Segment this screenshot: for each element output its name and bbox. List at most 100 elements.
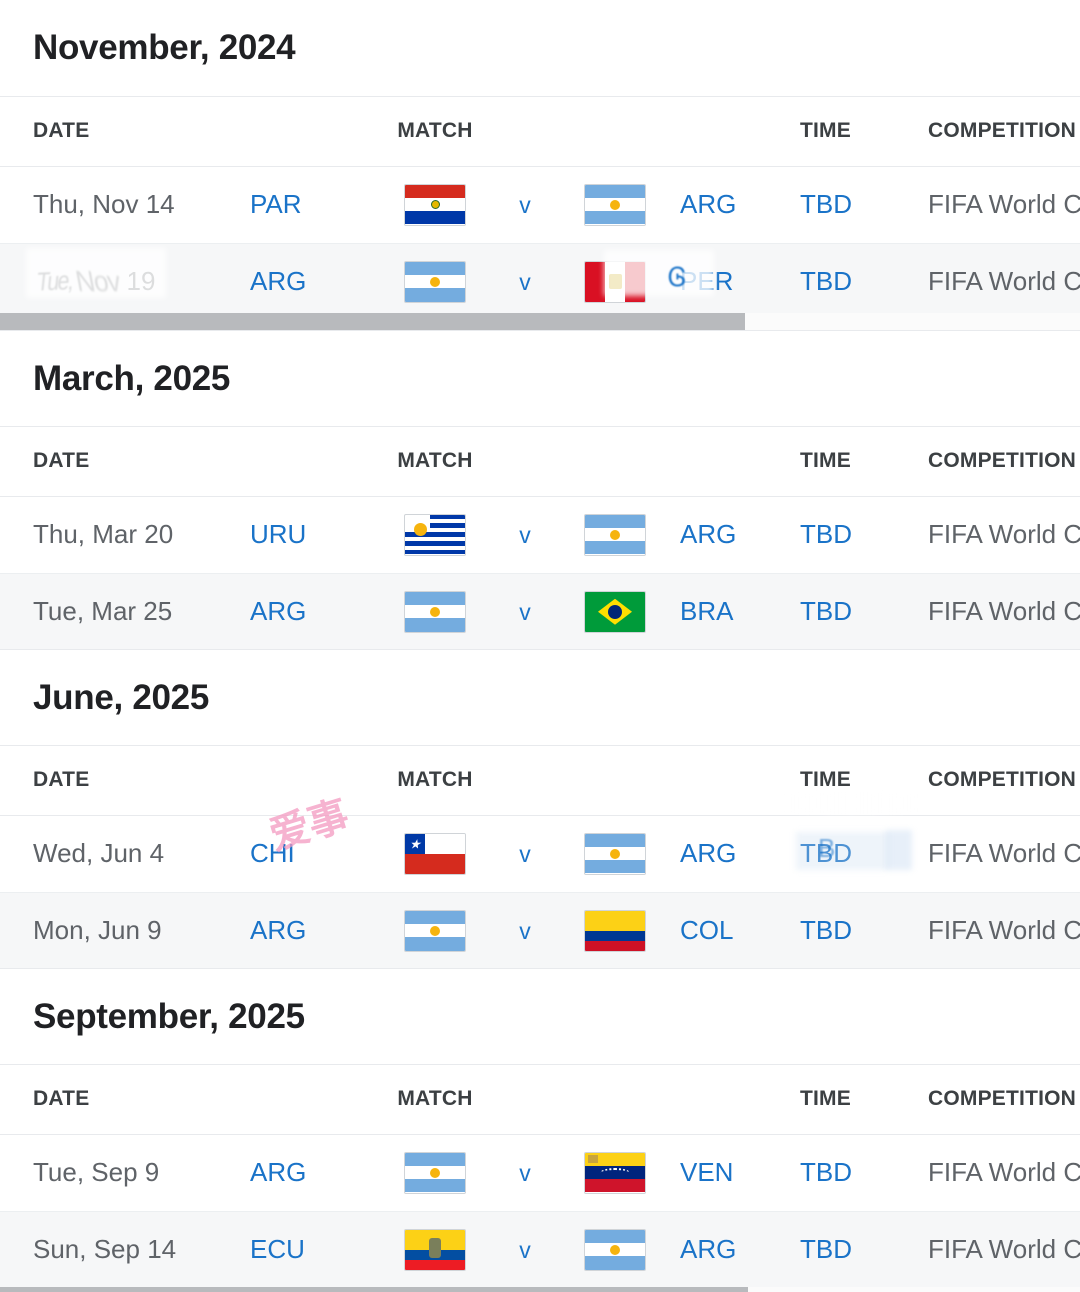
match-time[interactable]: TBD [800, 266, 852, 297]
chile-flag: ★ [404, 832, 466, 875]
month-heading-september: September, 2025 [0, 969, 1080, 1064]
versus-label: v [519, 599, 531, 626]
home-team-code[interactable]: ARG [250, 596, 307, 627]
table-row[interactable]: Tue, Mar 25 ARG v BRA TBD FIFA World C [0, 573, 1080, 649]
cell-date: Tue, Sep 9 [0, 1134, 250, 1212]
header-row: DATE MATCH TIME COMPETITION [0, 427, 1080, 497]
match-time[interactable]: TBD [800, 1157, 852, 1187]
month-heading-label: September, 2025 [33, 996, 305, 1036]
match-time[interactable]: TBD [800, 189, 852, 219]
match-time[interactable]: TBD [800, 838, 852, 868]
home-team-code[interactable]: PAR [250, 189, 302, 219]
argentina-flag [584, 1228, 646, 1271]
table-row[interactable]: Tue,Nov 19 ARG v PER TBD FIFA World C [0, 243, 1080, 320]
venezuela-flag [584, 1151, 646, 1194]
away-team-code[interactable]: BRA [680, 596, 734, 627]
column-header-match[interactable]: MATCH [370, 1065, 500, 1135]
home-team-code[interactable]: CHI [250, 838, 295, 868]
horizontal-scrollbar-thumb[interactable] [0, 1287, 748, 1292]
column-header-date[interactable]: DATE [0, 427, 250, 497]
column-header-competition[interactable]: COMPETITION [910, 427, 1080, 497]
column-header-spacer-home [250, 97, 370, 167]
month-heading-november: November, 2024 [0, 0, 1080, 96]
horizontal-scrollbar-thumb[interactable] [0, 313, 745, 330]
column-header-match[interactable]: MATCH [370, 97, 500, 167]
table-header: DATE MATCH TIME COMPETITION [0, 746, 1080, 816]
home-team-code[interactable]: ARG [250, 915, 307, 946]
table-row[interactable]: Wed, Jun 4 CHI ★ v ARG TBD FIFA World C [0, 815, 1080, 893]
table-row[interactable]: Thu, Nov 14 PAR v ARG TBD FIFA World C [0, 166, 1080, 244]
column-header-spacer-away [680, 97, 800, 167]
away-team-code[interactable]: VEN [680, 1157, 734, 1187]
column-header-spacer-home [250, 427, 370, 497]
versus-label: v [519, 1237, 531, 1264]
argentina-flag [404, 1151, 466, 1194]
away-team-code[interactable]: ARG [680, 519, 737, 549]
glitched-day: 19 [126, 266, 156, 297]
column-header-competition[interactable]: COMPETITION [910, 1065, 1080, 1135]
table-header: DATE MATCH TIME COMPETITION [0, 97, 1080, 167]
glitched-weekday: Tue, [35, 265, 74, 297]
competition-name: FIFA World C [928, 1157, 1080, 1187]
argentina-flag [404, 260, 466, 303]
table-row[interactable]: Mon, Jun 9 ARG v COL TBD FIFA World C [0, 892, 1080, 968]
header-row: DATE MATCH TIME COMPETITION [0, 1065, 1080, 1135]
cell-date-glitched: Tue,Nov 19 [0, 243, 250, 320]
paraguay-flag [404, 183, 466, 226]
home-team-code[interactable]: URU [250, 519, 307, 549]
cell-date: Mon, Jun 9 [0, 892, 250, 968]
home-team-code[interactable]: ARG [250, 266, 307, 297]
column-header-competition[interactable]: COMPETITION [910, 746, 1080, 816]
column-header-competition[interactable]: COMPETITION [910, 97, 1080, 167]
away-team-code[interactable]: PER [680, 266, 734, 297]
match-time[interactable]: TBD [800, 915, 852, 946]
column-header-spacer-aflag [550, 746, 680, 816]
month-heading-label: June, 2025 [33, 677, 209, 717]
cell-date: Tue, Mar 25 [0, 573, 250, 649]
header-row: DATE MATCH TIME COMPETITION [0, 97, 1080, 167]
ecuador-flag [404, 1228, 466, 1271]
away-team-code[interactable]: COL [680, 915, 734, 946]
away-team-code[interactable]: ARG [680, 838, 737, 868]
month-heading-june: June, 2025 [0, 650, 1080, 745]
month-heading-march: March, 2025 [0, 331, 1080, 426]
column-header-time[interactable]: TIME [800, 97, 910, 167]
header-row: DATE MATCH TIME COMPETITION [0, 746, 1080, 816]
column-header-date[interactable]: DATE [0, 1065, 250, 1135]
competition-name: FIFA World C [928, 915, 1080, 946]
home-team-code[interactable]: ECU [250, 1234, 305, 1265]
match-time[interactable]: TBD [800, 519, 852, 549]
match-time[interactable]: TBD [800, 1234, 852, 1265]
away-team-code[interactable]: ARG [680, 1234, 737, 1265]
column-header-time[interactable]: TIME [800, 1065, 910, 1135]
uruguay-flag [404, 513, 466, 556]
horizontal-scrollbar-track[interactable] [0, 313, 1080, 330]
colombia-flag [584, 909, 646, 952]
match-time[interactable]: TBD [800, 596, 852, 627]
column-header-time[interactable]: TIME [800, 427, 910, 497]
column-header-spacer-away [680, 427, 800, 497]
peru-flag [584, 260, 646, 303]
home-team-code[interactable]: ARG [250, 1157, 307, 1187]
glitched-month: Nov [72, 264, 123, 298]
column-header-spacer-away [680, 746, 800, 816]
table-body: Tue, Sep 9 ARG v VEN TBD FIFA World C Su… [0, 1134, 1080, 1288]
argentina-flag [584, 183, 646, 226]
away-team-code[interactable]: ARG [680, 189, 737, 219]
versus-label: v [519, 192, 531, 218]
column-header-date[interactable]: DATE [0, 746, 250, 816]
table-row[interactable]: Thu, Mar 20 URU v ARG TBD FIFA World C [0, 496, 1080, 574]
table-row[interactable]: Tue, Sep 9 ARG v VEN TBD FIFA World C [0, 1134, 1080, 1212]
column-header-match[interactable]: MATCH [370, 427, 500, 497]
versus-label: v [519, 1160, 531, 1186]
column-header-date[interactable]: DATE [0, 97, 250, 167]
cell-date: Thu, Nov 14 [0, 166, 250, 244]
column-header-spacer-aflag [550, 1065, 680, 1135]
horizontal-scrollbar-track[interactable] [0, 1287, 1080, 1292]
table-row[interactable]: Sun, Sep 14 ECU v ARG TBD FIFA World C [0, 1211, 1080, 1288]
fixtures-table-june: DATE MATCH TIME COMPETITION Wed, Jun 4 C… [0, 745, 1080, 969]
fixtures-table: DATE MATCH TIME COMPETITION Wed, Jun 4 C… [0, 746, 1080, 968]
fixtures-table: DATE MATCH TIME COMPETITION Tue, Sep 9 A… [0, 1065, 1080, 1288]
column-header-time[interactable]: TIME [800, 746, 910, 816]
column-header-match[interactable]: MATCH [370, 746, 500, 816]
